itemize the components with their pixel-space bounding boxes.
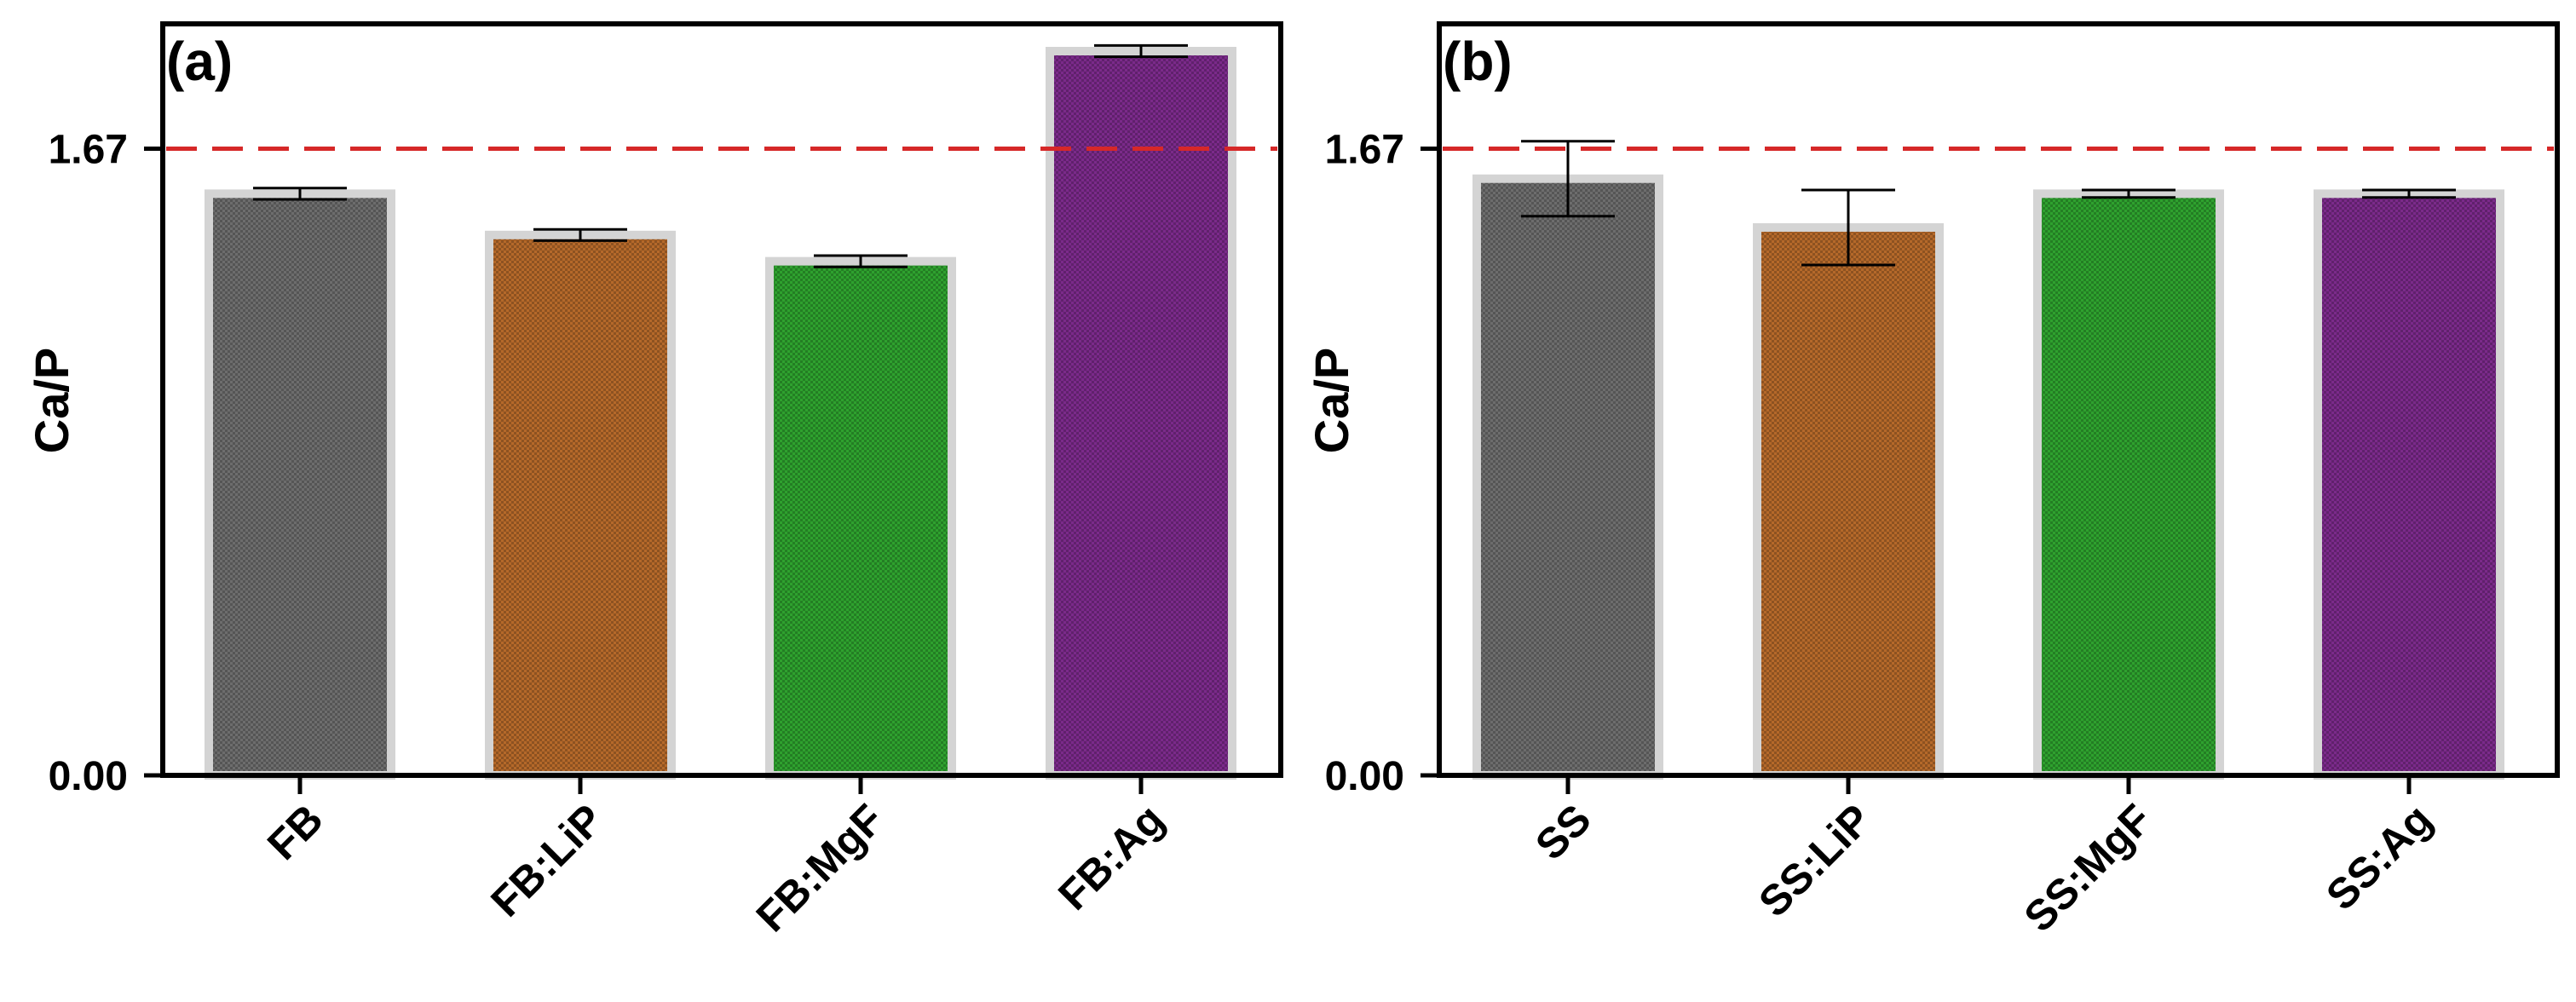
bar-texture — [1481, 182, 1655, 771]
bar-texture — [2042, 198, 2216, 771]
x-tick-label: SS:MgF — [2015, 795, 2161, 941]
x-tick-label: FB:LiP — [481, 795, 613, 926]
bar-texture — [493, 239, 667, 771]
bar-texture — [774, 265, 948, 772]
bar-texture — [1054, 55, 1228, 771]
x-tick-label: FB — [258, 795, 332, 869]
plot-frame — [160, 21, 1283, 778]
y-axis-title: Ca/P — [1305, 348, 1358, 454]
y-axis-title: Ca/P — [25, 348, 78, 454]
bar-texture — [2322, 198, 2496, 771]
panel-label: (a) — [166, 31, 233, 92]
x-tick-label: FB:MgF — [747, 795, 893, 941]
y-tick-label: 0.00 — [49, 754, 128, 799]
y-tick-label: 1.67 — [1325, 128, 1404, 173]
panel-label: (b) — [1443, 31, 1513, 92]
bar-texture — [213, 198, 387, 771]
x-tick-label: FB:Ag — [1049, 795, 1173, 919]
x-tick-label: SS:Ag — [2317, 795, 2441, 919]
plot-frame — [1437, 21, 2560, 778]
panel-a: FB FB:LiP FB:MgF FB:Ag 0.00 1.67 Ca/P (a) — [25, 21, 1283, 941]
panel-b: SS SS:LiP SS:MgF SS:Ag 0.00 1.67 Ca/P (b) — [1305, 21, 2560, 941]
bar-texture — [1761, 231, 1935, 771]
x-tick-label: SS:LiP — [1749, 795, 1881, 926]
x-tick-label: SS — [1526, 795, 1600, 869]
y-tick-label: 1.67 — [49, 128, 128, 173]
y-tick-label: 0.00 — [1325, 754, 1404, 799]
